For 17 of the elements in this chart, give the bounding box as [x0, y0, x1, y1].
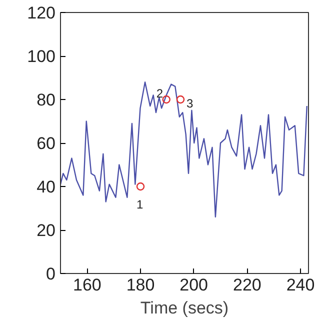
x-tick-label: 200 [180, 276, 208, 294]
x-tick-label: 180 [126, 276, 155, 294]
x-axis-title: Time (secs) [140, 298, 229, 318]
x-tick-label: 220 [232, 276, 262, 294]
y-tick-label: 0 [46, 264, 56, 284]
y-tick-label: 100 [27, 47, 56, 66]
x-tick-label: 240 [286, 276, 315, 294]
x-tick-label: 160 [72, 276, 102, 294]
y-tick-label: 60 [36, 134, 56, 153]
annotation: 2 [156, 86, 164, 100]
line-series [60, 82, 308, 218]
y-tick-label: 120 [27, 4, 56, 22]
y-tick-label: 80 [36, 90, 56, 110]
annotation: 1 [136, 198, 144, 212]
annotation: 3 [186, 96, 194, 110]
y-tick-label: 40 [36, 178, 56, 196]
y-tick-label: 20 [36, 221, 56, 240]
